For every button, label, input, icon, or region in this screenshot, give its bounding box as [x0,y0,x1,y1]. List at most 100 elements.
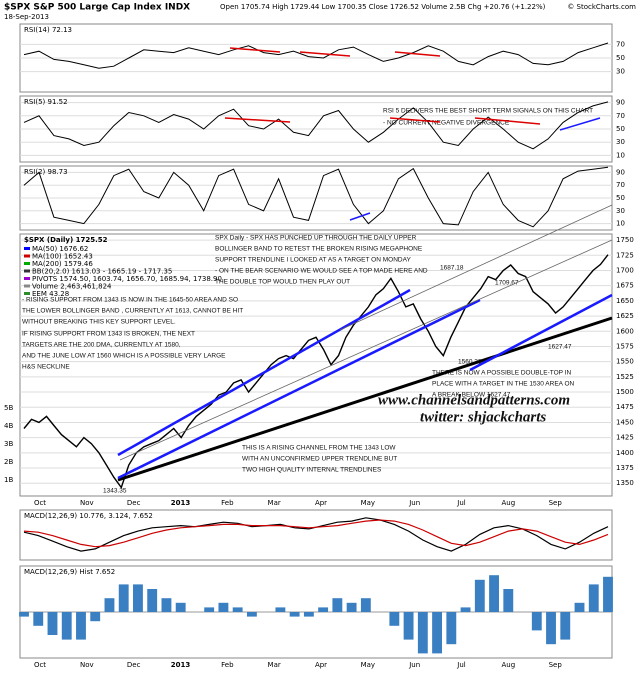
quote: Open 1705.74 High 1729.44 Low 1700.35 Cl… [220,3,546,11]
panel-frame [19,509,613,561]
bar [588,584,599,612]
annotation: TARGETS ARE THE 200 DMA, CURRENTLY AT 15… [22,342,181,349]
bar [133,584,143,612]
volume-tick-label: 5B [4,404,13,412]
divergence-arrow [559,117,601,131]
y-tick-label: 1525 [616,373,634,381]
y-tick-label: 70 [616,181,625,189]
y-tick-label: 1350 [616,479,634,487]
x-tick-label: Dec [127,661,141,669]
bar [603,576,613,612]
bar [218,602,229,612]
legend-label: MA(100) 1652.43 [32,253,93,261]
panel-frame [19,233,613,497]
source: © StockCharts.com [567,3,636,11]
x-tick-label: Apr [315,499,327,507]
panel-title: RSI(5) 91.52 [24,98,68,106]
x-tick-label: Feb [221,661,234,669]
bar [303,612,314,617]
annotation: SPX Daily - SPX HAS PUNCHED UP THROUGH T… [215,235,417,242]
legend-label: EEM 43.28 [32,290,69,298]
legend-swatch [24,269,30,273]
bar [417,612,428,654]
panel-title: MACD(12,26,9) Hist 7.652 [24,568,115,576]
trendline [469,293,613,372]
x-tick-label: Jun [408,499,420,507]
bar [246,612,257,617]
y-tick-label: 1500 [616,388,634,396]
panel-title: RSI(2) 98.73 [24,168,68,176]
y-tick-label: 1750 [616,236,634,244]
legend-label: Volume 2,463,461,824 [32,283,112,291]
annotation: 1627.47 [548,344,572,351]
annotation: 1560.33 [458,359,482,366]
bar [489,575,499,612]
annotation: WITH AN UNCONFIRMED UPPER TRENDLINE BUT [242,456,397,463]
trendline [117,316,613,482]
divergence-arrow [224,117,291,123]
x-tick-label: Dec [127,499,141,507]
y-tick-label: 1550 [616,358,634,366]
bar [446,612,457,645]
y-tick-label: 70 [616,40,625,48]
annotation: 1709.67 [495,280,519,287]
bar [61,612,72,640]
x-tick-label: Mar [268,661,281,669]
y-tick-label: 1600 [616,327,634,335]
y-tick-label: 1675 [616,282,634,290]
bar [118,584,129,612]
panel-title: $SPX (Daily) 1725.52 [24,236,108,244]
y-tick-label: 1425 [616,434,634,442]
y-tick-label: 50 [616,125,625,133]
bar [346,602,357,612]
y-tick-label: 1650 [616,297,634,305]
annotation: 1343.35 [103,488,127,495]
y-tick-label: 1450 [616,418,634,426]
x-tick-label: Apr [315,661,327,669]
bar [232,607,243,612]
x-tick-label: Nov [80,661,94,669]
bar [33,612,44,626]
bar [389,612,400,626]
bar [546,612,556,645]
legend-swatch [24,292,30,295]
bar [175,602,186,612]
panel-title: MACD(12,26,9) 10.776, 3.124, 7.652 [24,512,153,520]
volume-tick-label: 3B [4,440,13,448]
x-tick-label: 2013 [171,661,191,669]
annotation: www.channelsandpatterns.com [378,392,570,408]
y-tick-label: 1700 [616,266,634,274]
x-tick-label: Jul [456,499,466,507]
x-tick-label: Oct [34,661,46,669]
annotation: - RISING SUPPORT FROM 1343 IS NOW IN THE… [22,297,238,304]
x-tick-label: Feb [221,499,234,507]
legend-label: BB(20,2.0) 1613.03 - 1665.19 - 1717.35 [32,268,172,276]
legend-swatch [24,247,30,250]
divergence-arrow [349,212,371,221]
y-tick-label: 30 [616,68,625,76]
annotation: 1687.18 [440,265,464,272]
trendline [117,288,411,457]
y-tick-label: 70 [616,112,625,120]
chart-title: $SPX S&P 500 Large Cap Index INDX [4,3,190,13]
y-tick-label: 50 [616,194,625,202]
x-tick-label: Aug [501,499,515,507]
y-tick-label: 1575 [616,342,634,350]
annotation: IF RISING SUPPORT FROM 1343 IS BROKEN, T… [22,331,195,338]
annotation: SUPPORT TRENDLINE I LOOKED AT AS A TARGE… [215,257,411,264]
annotation: A BREAK BELOW 1627.47 [432,392,511,399]
volume-tick-label: 4B [4,422,13,430]
legend-label: MA(200) 1579.46 [32,260,93,268]
annotation: - ON THE BEAR SCENARIO WE WOULD SEE A TO… [215,268,428,275]
bar [560,612,571,640]
divergence-arrow [394,51,441,57]
x-tick-label: Jun [408,661,420,669]
annotation: WITHOUT BREAKING THIS KEY SUPPORT LEVEL. [22,319,176,326]
x-tick-label: Sep [549,661,563,669]
bar [503,589,514,612]
x-tick-label: Mar [268,499,281,507]
annotation: THIS IS A RISING CHANNEL FROM THE 1343 L… [242,445,396,452]
y-tick-label: 10 [616,151,625,159]
bar [104,598,115,612]
